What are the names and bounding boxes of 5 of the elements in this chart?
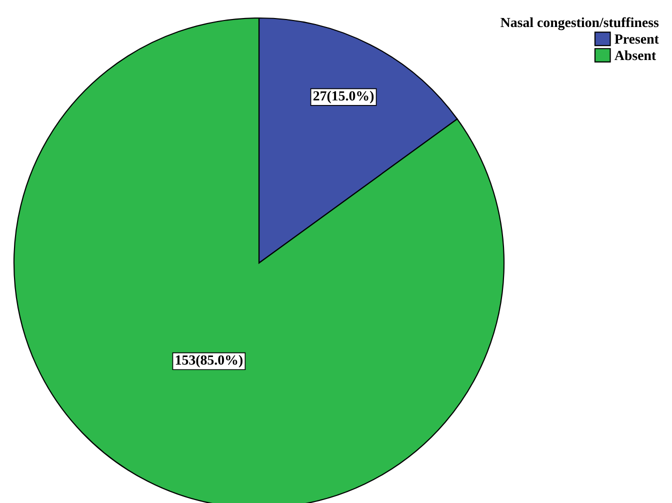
data-label: 153(85.0%) <box>176 354 242 368</box>
data-label: 27(15.0%) <box>313 90 374 104</box>
legend-label: Present <box>614 34 659 44</box>
legend-label: Absent <box>614 50 656 60</box>
legend-title: Nasal congestion/stuffiness <box>500 17 659 30</box>
